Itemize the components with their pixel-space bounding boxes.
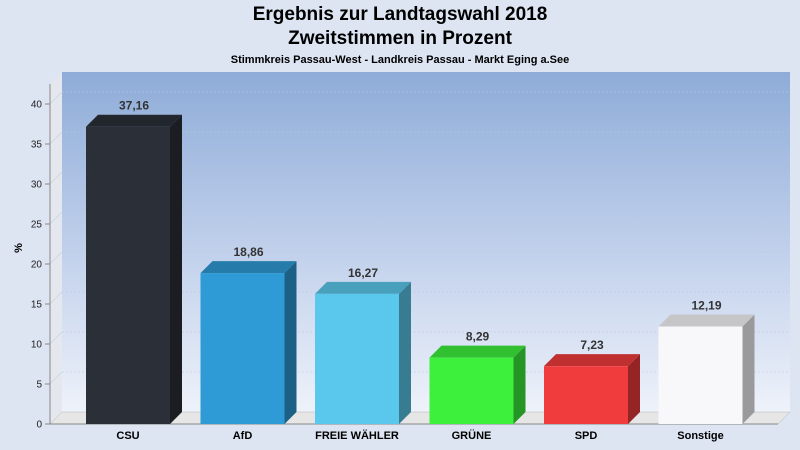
y-axis-label: %: [13, 243, 25, 253]
bar-side: [170, 114, 182, 424]
bar-side: [628, 354, 640, 424]
gridline-side: [49, 211, 63, 225]
bar-front: [429, 357, 514, 424]
y-tick-label: 10: [31, 340, 43, 351]
category-label: CSU: [116, 430, 139, 442]
bar-side: [742, 314, 755, 424]
y-tick-label: 35: [31, 140, 43, 151]
y-tick-label: 20: [31, 260, 43, 271]
bar-top: [658, 314, 755, 327]
bar-top: [544, 354, 640, 367]
gridline-side: [49, 171, 63, 185]
y-tick-label: 5: [36, 380, 42, 391]
category-label: AfD: [233, 430, 253, 442]
y-tick-label: 25: [31, 220, 43, 231]
data-label: 37,16: [119, 99, 149, 113]
data-label: 8,29: [466, 330, 490, 344]
y-tick-label: 40: [31, 100, 43, 111]
plot-side-wall: [50, 72, 62, 424]
bar-sonstige: [658, 314, 755, 424]
bar-front: [200, 273, 285, 424]
y-axis-ticks: 0 5 10 15 20 25 30 35 40: [31, 100, 50, 431]
bar-csu: [86, 114, 182, 424]
y-tick-label: 0: [36, 420, 42, 431]
bar-afd: [200, 261, 297, 424]
bars: 37,16 CSU 18,86 AfD 16,27 FREIE WÄHLER 8,29 GRÜ…: [86, 99, 755, 442]
category-label: Sonstige: [677, 430, 723, 442]
bar-top: [200, 261, 297, 274]
chart-subtitle: Stimmkreis Passau-West - Landkreis Passa…: [230, 54, 570, 66]
category-label: SPD: [575, 430, 598, 442]
gridline-side: [49, 331, 63, 345]
bar-front: [315, 293, 399, 424]
bar-freie-w-hler: [315, 281, 411, 424]
gridlines: [49, 91, 790, 385]
data-label: 16,27: [348, 266, 378, 280]
bar-gr-ne: [429, 345, 526, 424]
bar-top: [86, 114, 182, 127]
data-label: 7,23: [580, 338, 604, 352]
bar-top: [429, 345, 526, 358]
data-label: 18,86: [233, 245, 263, 259]
gridline-side: [49, 251, 63, 265]
category-label: FREIE WÄHLER: [315, 429, 399, 442]
bar-front: [544, 366, 628, 424]
bar-side: [284, 261, 297, 424]
chart-title: Ergebnis zur Landtagswahl 2018: [252, 4, 548, 25]
bar-front: [86, 126, 170, 424]
gridline-side: [49, 91, 63, 105]
bar-side: [513, 345, 526, 424]
y-tick-label: 30: [31, 180, 43, 191]
data-label: 12,19: [691, 298, 721, 312]
gridline-side: [49, 371, 63, 385]
gridline-side: [49, 131, 63, 145]
chart-title-line2: Zweitstimmen in Prozent: [288, 28, 512, 49]
y-tick-label: 15: [31, 300, 43, 311]
bar-top: [315, 281, 411, 294]
gridline-side: [49, 291, 63, 305]
bar-spd: [544, 354, 640, 424]
bar-side: [399, 281, 411, 424]
bar-front: [658, 326, 743, 424]
category-label: GRÜNE: [452, 429, 492, 442]
